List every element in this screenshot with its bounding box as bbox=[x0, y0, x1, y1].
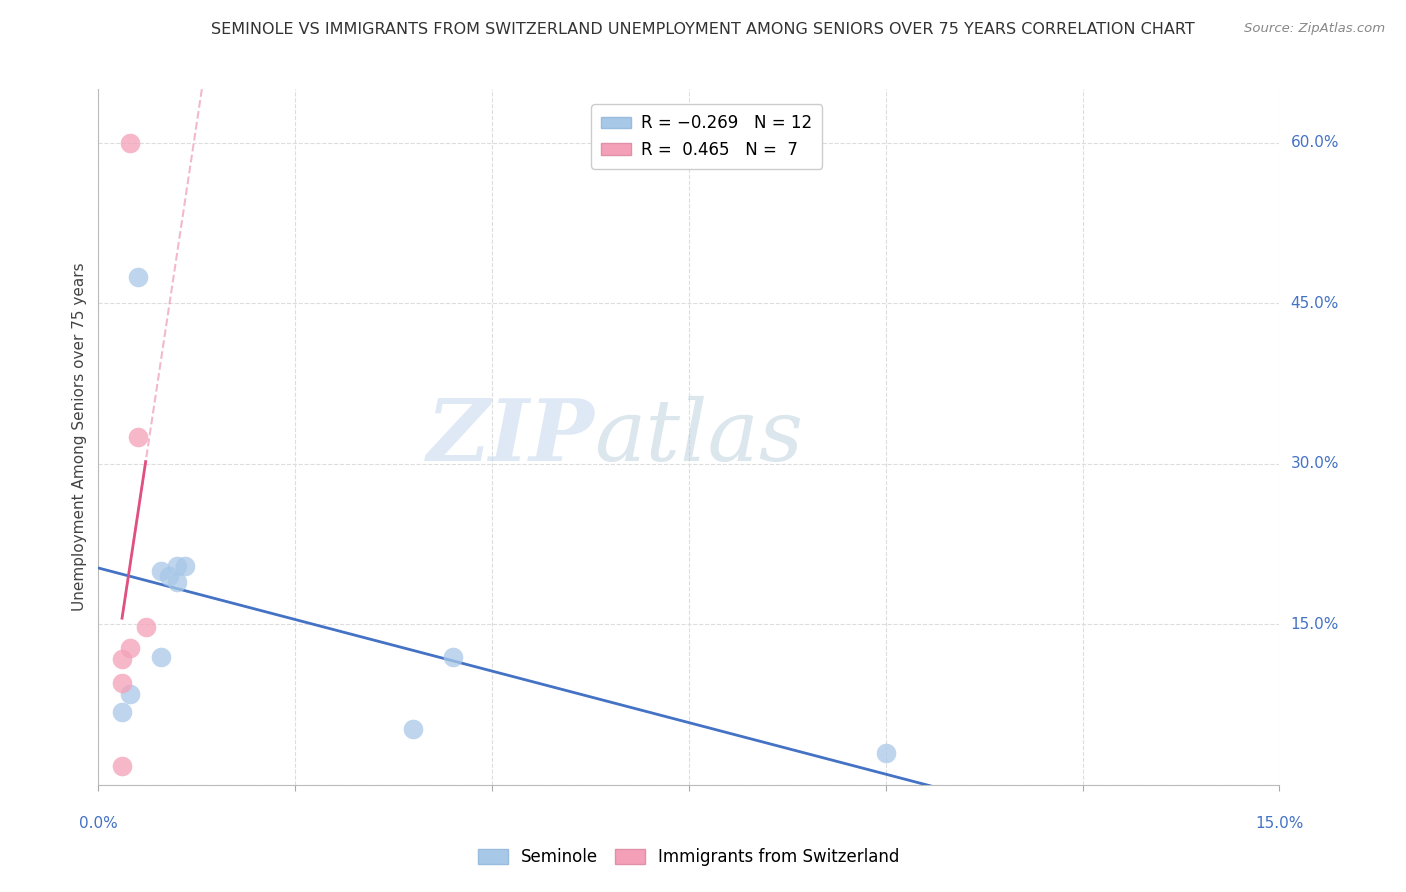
Text: 45.0%: 45.0% bbox=[1291, 296, 1339, 310]
Point bbox=[111, 705, 134, 719]
Point bbox=[875, 746, 897, 760]
Text: Source: ZipAtlas.com: Source: ZipAtlas.com bbox=[1244, 22, 1385, 36]
Point bbox=[118, 640, 141, 655]
Text: atlas: atlas bbox=[595, 396, 804, 478]
Point bbox=[118, 136, 141, 150]
Point bbox=[135, 619, 157, 633]
Point bbox=[127, 430, 149, 444]
Point bbox=[111, 651, 134, 665]
Point bbox=[402, 723, 425, 737]
Point bbox=[150, 649, 173, 664]
Point bbox=[441, 649, 464, 664]
Point bbox=[118, 687, 141, 701]
Text: 15.0%: 15.0% bbox=[1291, 617, 1339, 632]
Point bbox=[111, 758, 134, 772]
Text: SEMINOLE VS IMMIGRANTS FROM SWITZERLAND UNEMPLOYMENT AMONG SENIORS OVER 75 YEARS: SEMINOLE VS IMMIGRANTS FROM SWITZERLAND … bbox=[211, 22, 1195, 37]
Point bbox=[111, 676, 134, 690]
Legend: Seminole, Immigrants from Switzerland: Seminole, Immigrants from Switzerland bbox=[470, 840, 908, 875]
Legend: R = −0.269   N = 12, R =  0.465   N =  7: R = −0.269 N = 12, R = 0.465 N = 7 bbox=[591, 104, 823, 169]
Point bbox=[166, 574, 188, 589]
Text: ZIP: ZIP bbox=[426, 395, 595, 479]
Text: 60.0%: 60.0% bbox=[1291, 136, 1339, 150]
Y-axis label: Unemployment Among Seniors over 75 years: Unemployment Among Seniors over 75 years bbox=[72, 263, 87, 611]
Text: 30.0%: 30.0% bbox=[1291, 457, 1339, 471]
Text: 15.0%: 15.0% bbox=[1256, 815, 1303, 830]
Point bbox=[157, 569, 180, 583]
Point bbox=[127, 269, 149, 284]
Point bbox=[174, 558, 197, 573]
Point bbox=[166, 558, 188, 573]
Text: 0.0%: 0.0% bbox=[79, 815, 118, 830]
Point bbox=[150, 564, 173, 578]
